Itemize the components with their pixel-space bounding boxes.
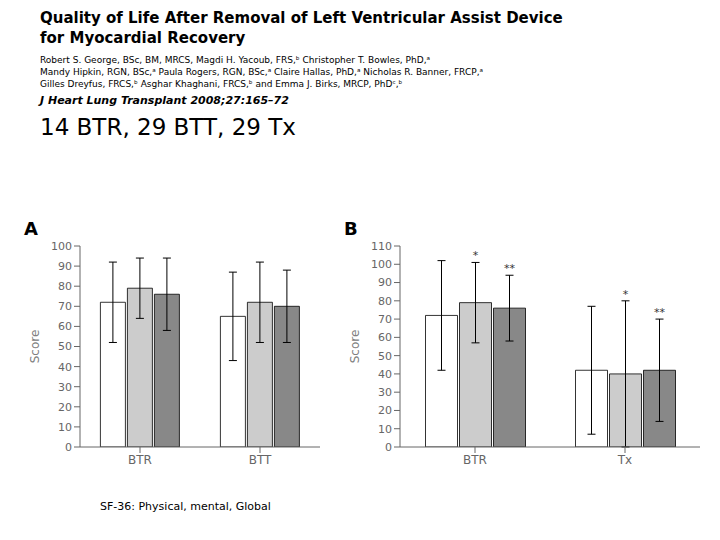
svg-text:50: 50 [58,340,72,353]
svg-text:*: * [473,249,479,262]
svg-text:BTT: BTT [249,453,272,467]
svg-text:10: 10 [58,421,72,434]
svg-text:100: 100 [51,240,72,253]
svg-text:70: 70 [58,300,72,313]
html-text:B: B [344,218,358,239]
svg-text:0: 0 [65,441,72,454]
html-text:for Myocardial Recovery: for Myocardial Recovery [40,29,246,47]
html-text:SF-36: Physical, mental, Globa: SF-36: Physical, mental, Global [100,500,271,513]
svg-text:40: 40 [58,361,72,374]
svg-text:90: 90 [378,276,392,289]
html-text:Robert S. George, BSc, BM, MRC: Robert S. George, BSc, BM, MRCS, Magdi H… [40,55,430,65]
svg-text:20: 20 [378,404,392,417]
html-text:J Heart Lung Transplant 2008;2: J Heart Lung Transplant 2008;27:165–72 [40,94,289,107]
html-text:Mandy Hipkin, RGN, BSc,ᵃ Paula: Mandy Hipkin, RGN, BSc,ᵃ Paula Rogers, R… [40,67,483,77]
svg-text:Tx: Tx [617,453,632,467]
svg-text:BTR: BTR [463,453,487,467]
svg-text:80: 80 [58,280,72,293]
svg-text:70: 70 [378,313,392,326]
svg-text:Score: Score [348,330,362,364]
svg-text:*: * [623,288,629,301]
html-text:14 BTR, 29 BTT, 29 Tx: 14 BTR, 29 BTT, 29 Tx [40,114,296,140]
svg-text:0: 0 [385,441,392,454]
svg-text:10: 10 [378,423,392,436]
svg-text:**: ** [654,306,666,319]
html-text:A: A [24,218,38,239]
html-text:Quality of Life After Removal: Quality of Life After Removal of Left Ve… [40,9,563,27]
html-text:Gilles Dreyfus, FRCS,ᵇ Asghar: Gilles Dreyfus, FRCS,ᵇ Asghar Khaghani, … [40,79,403,89]
svg-text:**: ** [504,262,516,275]
svg-text:50: 50 [378,350,392,363]
svg-text:100: 100 [371,258,392,271]
svg-text:40: 40 [378,368,392,381]
svg-text:90: 90 [58,260,72,273]
svg-text:110: 110 [371,240,392,253]
svg-text:60: 60 [58,320,72,333]
svg-text:BTR: BTR [128,453,152,467]
svg-text:30: 30 [378,386,392,399]
svg-text:60: 60 [378,331,392,344]
svg-text:Score: Score [28,330,42,364]
svg-text:80: 80 [378,295,392,308]
svg-text:30: 30 [58,381,72,394]
svg-text:20: 20 [58,401,72,414]
